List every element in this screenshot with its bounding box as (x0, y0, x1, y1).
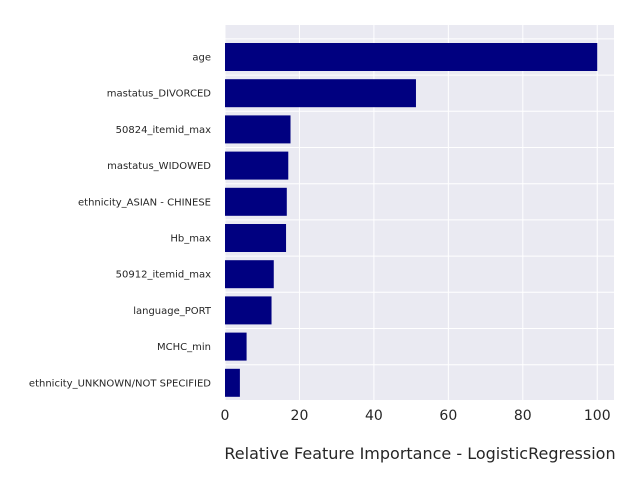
y-tick-label: mastatus_DIVORCED (107, 89, 212, 100)
y-tick-label: language_PORT (133, 306, 212, 317)
x-tick-label: 100 (584, 408, 611, 424)
bar (225, 368, 240, 397)
x-tick-label: 40 (365, 408, 383, 424)
y-tick-labels: age mastatus_DIVORCED 50824_itemid_maxmast… (29, 53, 212, 390)
x-axis-label: Relative Feature Importance - LogisticRe… (224, 444, 615, 463)
y-tick-label: MCHC_min (157, 342, 211, 353)
bar (225, 79, 416, 108)
y-tick-label: 50824_itemid_max (116, 125, 211, 136)
bar (225, 332, 247, 361)
bars (225, 43, 598, 397)
y-tick-label: mastatus_WIDOWED (107, 161, 211, 172)
bar (225, 224, 287, 252)
x-tick-label: 0 (221, 408, 230, 424)
y-tick-label: 50912_itemid_max (116, 270, 211, 281)
bar (225, 296, 272, 325)
x-tick-label: 60 (439, 408, 457, 424)
y-tick-label: ethnicity_UNKNOWN/NOT SPECIFIED (29, 378, 211, 389)
x-tick-label: 80 (514, 408, 532, 424)
x-tick-labels: 0 20 40 60 80 100 (221, 408, 611, 424)
y-tick-label: ethnicity_ASIAN - CHINESE (78, 197, 211, 208)
bar (225, 260, 274, 289)
x-tick-label: 20 (291, 408, 309, 424)
bar (225, 151, 289, 180)
y-tick-label: Hb_max (170, 234, 211, 245)
bar (225, 187, 287, 216)
bar (225, 43, 598, 71)
y-tick-label: age (192, 53, 211, 64)
bar (225, 115, 291, 144)
